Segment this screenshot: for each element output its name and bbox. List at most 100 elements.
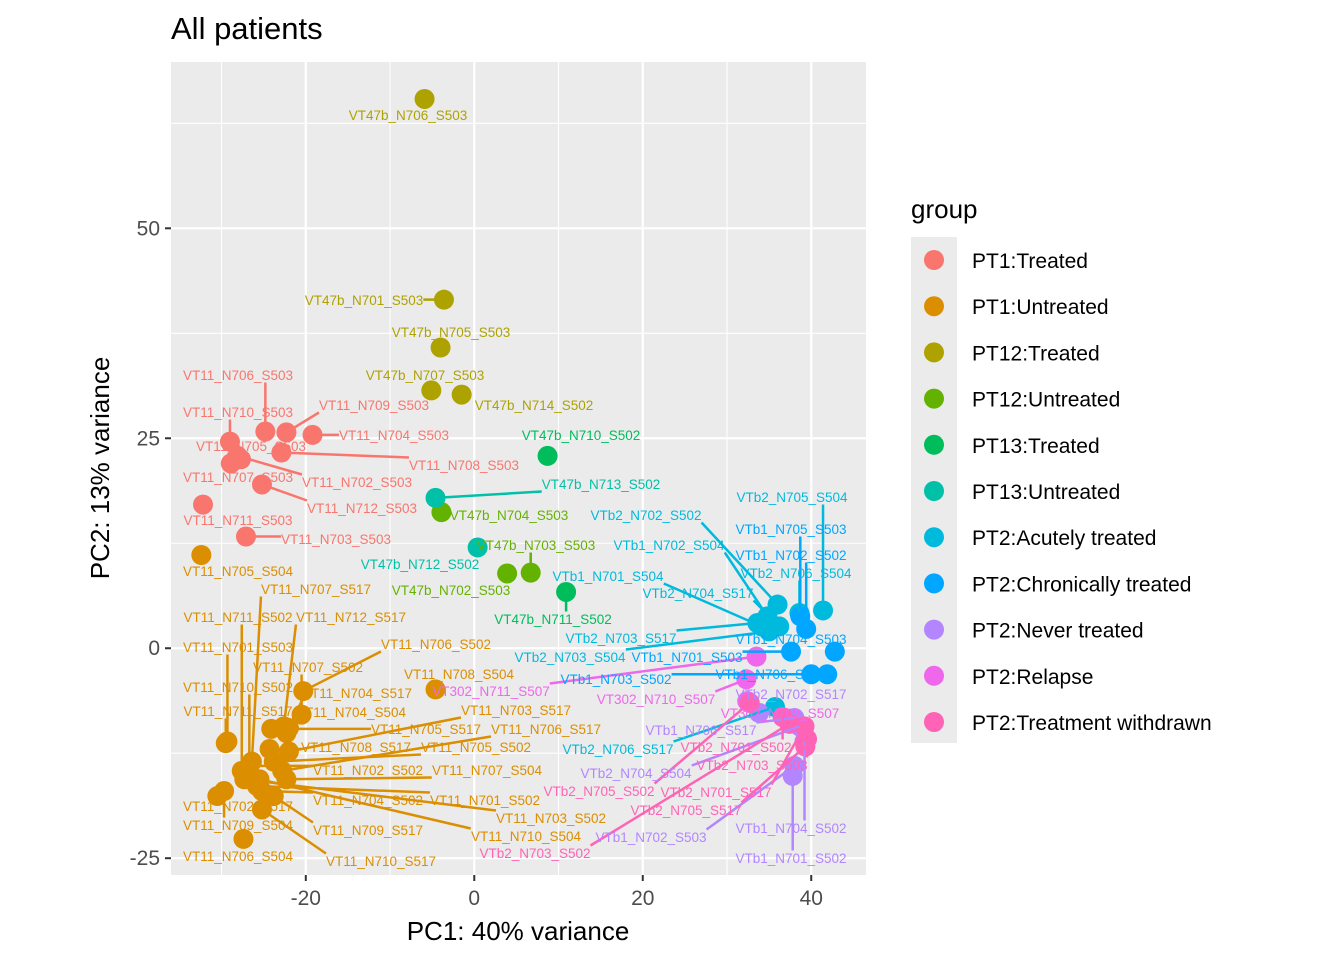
- point-label: VTb1_N706_S517: [645, 723, 756, 738]
- point-label: VT11_N710_S517: [326, 854, 436, 869]
- label-segment: [589, 722, 790, 847]
- point-label: VT11_N706_S503: [183, 368, 293, 383]
- x-tick-label: -20: [291, 887, 321, 910]
- point-label: VTb2_N706_S504: [740, 566, 852, 581]
- data-point: [425, 679, 446, 700]
- label-segment: [281, 735, 492, 773]
- point-label: VT47b_N710_S502: [522, 428, 641, 443]
- point-labels: VT11_N706_S503 VT11_N709_S503 VT11_N704_S5…: [183, 108, 852, 869]
- point-label: VTb2_N702_S517: [735, 687, 846, 702]
- legend-entry-label: PT2:Relapse: [972, 666, 1093, 689]
- label-segment: [285, 411, 320, 434]
- label-segment: [281, 451, 410, 459]
- label-segment: [261, 808, 327, 855]
- point-label: VTb2_N703_S517: [565, 631, 676, 646]
- point-label: VT11_N712_S503: [307, 501, 417, 516]
- legend-entry-label: PT2:Treatment withdrawn: [972, 712, 1212, 735]
- legend-entry-label: PT2:Chronically treated: [972, 573, 1191, 596]
- legend-entry-label: PT1:Treated: [972, 250, 1088, 273]
- point-label: VT11_N711_S517: [183, 704, 292, 719]
- legend-title: group: [911, 194, 978, 224]
- data-point: [233, 828, 254, 849]
- point-label: VT11_N709_S517: [313, 823, 423, 838]
- data-point: [430, 337, 451, 358]
- point-label: VT11_N701_S503: [183, 640, 293, 655]
- point-label: VT47b_N701_S503: [305, 293, 424, 308]
- point-label: VTb2_N703_S502: [479, 846, 590, 861]
- point-label: VT11_N711_S503: [183, 513, 292, 528]
- point-label: VT47b_N704_S503: [450, 508, 569, 523]
- data-point: [824, 641, 845, 662]
- point-label: VTb1_N701_S502: [735, 851, 846, 866]
- point-label: VT47b_N706_S503: [349, 108, 468, 123]
- y-axis-title: PC2: 13% variance: [85, 357, 115, 580]
- label-segment: [740, 745, 807, 804]
- point-label: VTb1_N704_S503: [735, 632, 846, 647]
- point-label: VT47b_N714_S502: [475, 398, 594, 413]
- point-label: VT47b_N713_S502: [542, 477, 661, 492]
- point-label: VT47b_N703_S503: [477, 538, 596, 553]
- legend-entry-label: PT12:Treated: [972, 342, 1100, 365]
- label-segment: [756, 716, 795, 724]
- point-label: VT47b_N707_S503: [366, 368, 485, 383]
- legend-key-dot: [924, 250, 944, 270]
- label-segment: [237, 454, 303, 476]
- point-label: VT11_N710_S502: [183, 680, 293, 695]
- data-point: [451, 384, 472, 405]
- point-label: VT47b_N711_S502: [494, 612, 612, 627]
- label-segment: [752, 599, 781, 628]
- legend-entry-label: PT1:Untreated: [972, 296, 1109, 319]
- point-label: VTb1_N704_S502: [735, 821, 846, 836]
- point-label: VT11_N709_S504: [183, 818, 294, 833]
- legend-key-dot: [924, 481, 944, 501]
- label-segment: [714, 678, 747, 693]
- point-label: VTb2_N702_S502: [590, 508, 701, 523]
- point-label: VT11_N701_S502: [430, 793, 540, 808]
- label-segment: [285, 718, 297, 734]
- point-label: VT11_N708_S517: [301, 740, 411, 755]
- point-label: VTb2_N704_S517: [642, 586, 753, 601]
- data-point: [207, 786, 228, 807]
- legend: group PT1:Treated PT1:Untreated PT12:Treat…: [911, 194, 1212, 743]
- label-segment: [259, 778, 471, 830]
- point-label: VTb1_N702_S504: [613, 538, 725, 553]
- point-label: VT11_N703_S502: [496, 811, 606, 826]
- y-tick-label: 50: [137, 217, 160, 240]
- point-label: VT302_N710_S507: [597, 692, 716, 707]
- point-label: VT11_N702_S517: [183, 799, 293, 814]
- label-segments: [222, 298, 828, 855]
- label-segment: [770, 725, 806, 786]
- data-point: [537, 445, 558, 466]
- legend-key-dot: [924, 665, 944, 686]
- point-label: VT11_N712_S517: [296, 610, 406, 625]
- point-label: VTb1_N705_S503: [735, 522, 846, 537]
- point-label: VT11_N704_S503: [339, 428, 449, 443]
- label-segment: [676, 621, 758, 632]
- point-label: VT47b_N712_S502: [361, 557, 480, 572]
- point-label: VT11_N702_S503: [302, 475, 412, 490]
- point-label: VT11_N710_S504: [471, 829, 582, 844]
- point-label: VT302_N711_S507: [432, 684, 550, 699]
- x-tick-label: 40: [800, 887, 823, 910]
- point-label: VT47b_N705_S503: [392, 325, 511, 340]
- legend-entry-label: PT2:Acutely treated: [972, 527, 1156, 550]
- point-label: VT11_N702_S502: [313, 763, 423, 778]
- point-label: VTb1_N702_S502: [735, 548, 846, 563]
- point-label: VTb1_N701_S503: [631, 650, 742, 665]
- label-segment: [256, 784, 431, 794]
- label-segment: [273, 795, 314, 824]
- label-segment: [302, 650, 382, 693]
- label-segment: [288, 716, 462, 753]
- point-label: VTb2_N705_S502: [543, 784, 654, 799]
- legend-key-dot: [924, 527, 944, 548]
- label-segment: [653, 701, 751, 785]
- point-label: VT11_N708_S503: [409, 458, 519, 473]
- legend-entry-label: PT12:Untreated: [972, 389, 1120, 412]
- point-label: VTb2_N704_S504: [580, 766, 692, 781]
- data-point: [497, 563, 518, 584]
- point-label: VT11_N707_S503: [183, 470, 293, 485]
- y-tick-label: 25: [137, 427, 160, 450]
- legend-entry-label: PT13:Treated: [972, 435, 1100, 458]
- point-label: VT11_N706_S502: [381, 637, 491, 652]
